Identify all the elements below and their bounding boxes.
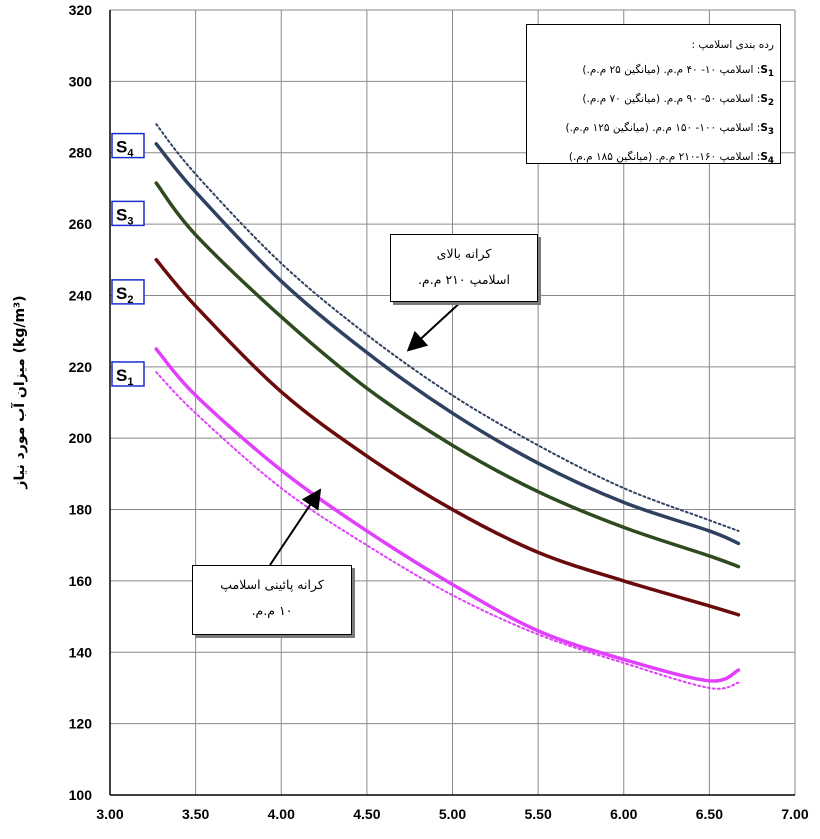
- curve-label-text: S2: [116, 284, 133, 306]
- annotation-arrows: [269, 299, 464, 566]
- curve-label-s1: S1: [111, 361, 145, 388]
- y-tick-label: 140: [69, 644, 93, 660]
- series-line-s4: [154, 142, 741, 546]
- series-layer: [154, 123, 741, 690]
- x-tick-label: 6.00: [610, 806, 637, 822]
- legend-item-text: : اسلامپ ۵۰- ۹۰ م.م. (میانگین ۷۰ م.م.): [582, 93, 761, 106]
- legend-item-s1: S1: اسلامپ ۱۰- ۴۰ م.م. (میانگین ۲۵ م.م.): [531, 58, 774, 87]
- legend-item-text: : اسلامپ ۱۶۰-۲۱۰ م.م. (میانگین ۱۸۵ م.م.): [568, 151, 761, 164]
- axes: [109, 10, 795, 796]
- x-tick-label: 3.50: [182, 806, 209, 822]
- y-tick-label: 320: [69, 2, 93, 18]
- tick-labels: 3.00 3.50 4.00 4.50 5.00 5.50 6.00 6.50 7.00 100 1…: [69, 2, 809, 822]
- curve-label-s3: S3: [111, 200, 145, 227]
- lower-bound-note: کرانه پائینی اسلامپ ۱۰ م.م.: [192, 565, 352, 635]
- y-tick-label: 300: [69, 73, 93, 89]
- series-line-s2: [154, 258, 741, 617]
- legend-item-s2: S2: اسلامپ ۵۰- ۹۰ م.م. (میانگین ۷۰ م.م.): [531, 87, 774, 116]
- series-line-upper-bound: [155, 123, 740, 532]
- legend-item-key: S3: [760, 122, 774, 138]
- x-tick-label: 6.50: [696, 806, 723, 822]
- x-tick-label: 5.00: [439, 806, 466, 822]
- legend-item-text: : اسلامپ ۱۰۰- ۱۵۰ م.م. (میانگین ۱۲۵ م.م.…: [565, 122, 761, 135]
- legend: رده بندی اسلامپ : S1: اسلامپ ۱۰- ۴۰ م.م.…: [526, 24, 781, 166]
- series-line-s3: [154, 181, 741, 569]
- y-axis-label: میزان آب مورد نیاز (kg/m³): [10, 295, 28, 489]
- lower-bound-note-line1: کرانه پائینی اسلامپ: [220, 577, 324, 592]
- lower-bound-note-line2: ۱۰ م.م.: [251, 603, 293, 618]
- y-tick-label: 260: [69, 216, 93, 232]
- curve-label-box: [111, 361, 145, 387]
- x-tick-label: 7.00: [781, 806, 808, 822]
- curve-labels: S4 S3 S2 S1: [111, 132, 145, 388]
- y-tick-label: 160: [69, 573, 93, 589]
- x-tick-label: 4.00: [268, 806, 295, 822]
- curve-label-s4: S4: [111, 132, 145, 160]
- legend-item-text: : اسلامپ ۱۰- ۴۰ م.م. (میانگین ۲۵ م.م.): [582, 64, 761, 76]
- upper-bound-arrow: [406, 299, 464, 352]
- legend-items: S1: اسلامپ ۱۰- ۴۰ م.م. (میانگین ۲۵ م.م.)…: [531, 58, 775, 174]
- legend-item-s3: S3: اسلامپ ۱۰۰- ۱۵۰ م.م. (میانگین ۱۲۵ م.…: [531, 116, 775, 145]
- legend-item-s4: S4: اسلامپ ۱۶۰-۲۱۰ م.م. (میانگین ۱۸۵ م.م…: [531, 145, 774, 174]
- y-tick-label: 200: [69, 430, 93, 446]
- curve-label-text: S1: [116, 366, 133, 388]
- curve-label-box: [111, 132, 145, 159]
- x-tick-label: 5.50: [525, 806, 552, 822]
- x-tick-label: 4.50: [353, 806, 380, 822]
- y-tick-label: 220: [69, 359, 93, 375]
- legend-item-key: S2: [760, 93, 774, 109]
- x-tick-label: 3.00: [96, 806, 123, 822]
- y-tick-label: 100: [69, 787, 93, 803]
- y-tick-label: 120: [69, 716, 93, 732]
- series-line-lower-bound: [155, 371, 740, 690]
- legend-title: رده بندی اسلامپ :: [691, 39, 774, 51]
- upper-bound-note-line2: اسلامپ ۲۱۰ م.م.: [418, 272, 510, 287]
- y-tick-label: 180: [69, 502, 93, 518]
- curve-label-text: S3: [116, 205, 133, 227]
- upper-bound-note: کرانه بالای اسلامپ ۲۱۰ م.م.: [390, 234, 538, 302]
- curve-label-s2: S2: [111, 279, 145, 306]
- curve-label-box: [111, 279, 145, 305]
- y-tick-label: 280: [69, 145, 93, 161]
- curve-label-box: [111, 200, 145, 227]
- curve-label-text: S4: [116, 138, 134, 160]
- legend-item-key: S4: [760, 151, 774, 167]
- series-line-s1: [154, 347, 741, 683]
- upper-bound-note-line1: کرانه بالای: [436, 246, 492, 261]
- y-tick-label: 240: [69, 287, 93, 303]
- legend-item-key: S1: [760, 64, 774, 80]
- lower-bound-arrow: [269, 488, 322, 566]
